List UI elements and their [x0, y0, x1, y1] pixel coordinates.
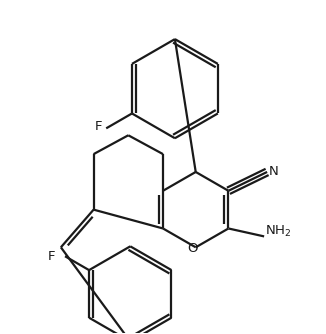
Text: O: O	[187, 242, 198, 255]
Text: F: F	[47, 250, 55, 263]
Text: NH$_2$: NH$_2$	[265, 224, 291, 239]
Text: N: N	[269, 165, 279, 178]
Text: F: F	[95, 120, 102, 133]
